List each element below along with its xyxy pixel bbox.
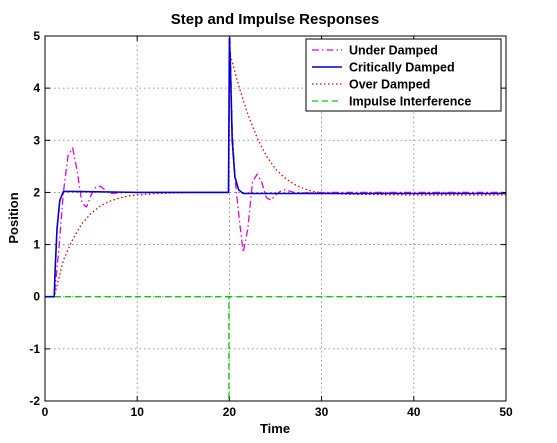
legend-label-2: Over Damped [349, 78, 430, 92]
series-line-1 [45, 37, 506, 298]
legend-box [305, 38, 502, 112]
x-tick-label: 40 [407, 405, 421, 419]
x-tick-label: 10 [131, 405, 145, 419]
y-axis-label: Position [6, 192, 21, 243]
y-tick-label: 3 [33, 133, 40, 147]
x-axis-label: Time [260, 421, 290, 436]
plot-frame [44, 35, 507, 402]
y-tick-label: 4 [33, 81, 40, 95]
y-tick-label: -1 [29, 342, 40, 356]
series-line-0 [45, 35, 506, 298]
legend: Under Damped Critically Damped Over Damped… [305, 38, 502, 112]
y-tick-label: 1 [33, 238, 40, 252]
x-tick-label: 50 [499, 405, 513, 419]
legend-label-1: Critically Damped [349, 61, 455, 75]
x-tick-label: 30 [315, 405, 329, 419]
axis-ticks: 0 10 20 30 40 50 -2 -1 0 1 2 3 4 5 [29, 29, 513, 419]
series-layer [45, 35, 506, 402]
series-line-3 [45, 296, 506, 402]
y-tick-label: 2 [33, 185, 40, 199]
x-tick-label: 0 [42, 405, 49, 419]
y-tick-label: 5 [33, 29, 40, 43]
legend-label-0: Under Damped [349, 44, 438, 58]
x-tick-label: 20 [223, 405, 237, 419]
chart-title: Step and Impulse Responses [171, 11, 379, 28]
legend-label-3: Impulse Interference [349, 95, 471, 109]
y-tick-label: -2 [29, 394, 40, 408]
y-tick-label: 0 [33, 290, 40, 304]
